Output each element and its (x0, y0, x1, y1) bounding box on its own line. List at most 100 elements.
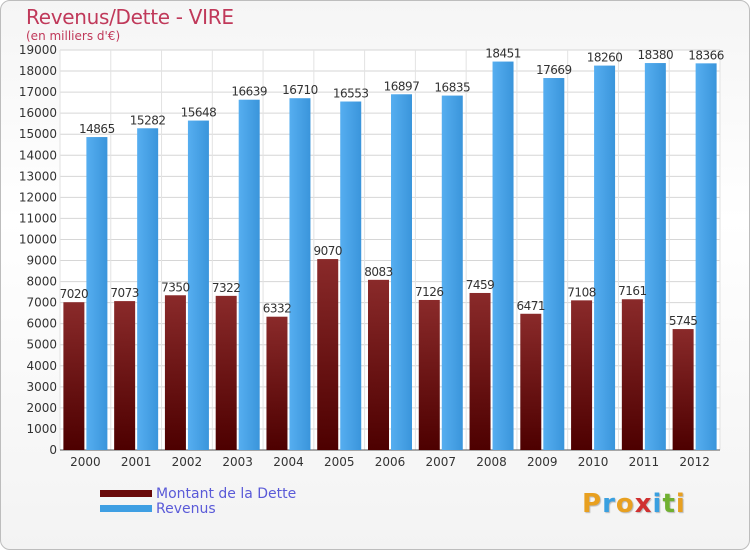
legend-item-revenus: Revenus (100, 501, 296, 516)
y-tick-label: 10000 (19, 232, 57, 246)
data-label-revenus: 18260 (587, 51, 623, 65)
x-tick-label: 2011 (629, 455, 660, 469)
bar-dette (520, 313, 542, 450)
bar-revenus (289, 98, 311, 451)
y-tick-label: 7000 (26, 296, 57, 310)
x-tick-label: 2005 (324, 455, 355, 469)
data-label-revenus: 15282 (130, 113, 166, 127)
data-label-dette: 7322 (212, 281, 241, 295)
data-label-dette: 8083 (364, 265, 393, 279)
x-tick-label: 2009 (527, 455, 558, 469)
bar-revenus (86, 137, 108, 451)
y-tick-label: 11000 (19, 211, 57, 225)
y-tick-label: 4000 (26, 359, 57, 373)
data-label-dette: 7108 (567, 285, 596, 299)
logo-letter: o (615, 489, 635, 519)
proxiti-logo: Proxiti (582, 489, 686, 519)
data-label-revenus: 18380 (638, 48, 674, 62)
bar-dette (114, 301, 136, 450)
data-label-revenus: 14865 (79, 122, 115, 136)
legend-label-revenus: Revenus (156, 500, 216, 517)
logo-letter: r (602, 489, 616, 519)
x-tick-label: 2000 (70, 455, 101, 469)
legend-swatch-debt (100, 490, 152, 497)
bar-revenus (441, 95, 463, 450)
x-tick-label: 2006 (375, 455, 406, 469)
y-tick-label: 19000 (19, 43, 57, 57)
bar-revenus (340, 101, 362, 450)
bar-revenus (594, 65, 616, 450)
y-tick-label: 17000 (19, 85, 57, 99)
y-tick-label: 5000 (26, 338, 57, 352)
bar-revenus (543, 78, 565, 450)
bar-dette (164, 295, 186, 450)
bar-revenus (238, 99, 260, 450)
x-tick-label: 2001 (121, 455, 152, 469)
bar-dette (368, 279, 389, 450)
y-tick-label: 12000 (19, 190, 57, 204)
y-tick-label: 2000 (26, 401, 57, 415)
data-label-dette: 7459 (466, 278, 495, 292)
plot-area (60, 50, 720, 450)
bar-revenus (492, 61, 514, 451)
logo-letter: P (582, 489, 603, 519)
legend-label-debt: Montant de la Dette (156, 485, 297, 502)
data-label-dette: 9070 (313, 244, 342, 258)
x-tick-label: 2003 (222, 455, 253, 469)
logo-letter: t (662, 489, 676, 519)
bar-dette (672, 329, 694, 450)
data-label-revenus: 16835 (434, 81, 470, 95)
bar-dette (266, 316, 288, 450)
data-label-dette: 7073 (110, 286, 139, 300)
bar-revenus (187, 120, 209, 450)
bar-revenus (695, 63, 717, 450)
x-tick-label: 2004 (273, 455, 304, 469)
y-tick-label: 16000 (19, 106, 57, 120)
data-label-revenus: 17669 (536, 63, 572, 77)
y-tick-label: 14000 (19, 148, 57, 162)
bar-dette (571, 300, 593, 450)
data-label-dette: 7020 (60, 287, 89, 301)
bar-dette (215, 295, 237, 450)
data-label-revenus: 16639 (231, 85, 267, 99)
data-label-dette: 7126 (415, 285, 444, 299)
y-tick-label: 18000 (19, 64, 57, 78)
bar-dette (63, 302, 85, 450)
legend-item-debt: Montant de la Dette (100, 486, 296, 501)
y-tick-label: 9000 (26, 254, 57, 268)
y-tick-label: 15000 (19, 127, 57, 141)
logo-letter: x (634, 489, 653, 519)
data-label-revenus: 15648 (181, 106, 217, 120)
data-label-revenus: 18451 (485, 47, 521, 61)
x-tick-label: 2002 (172, 455, 203, 469)
y-tick-label: 1000 (26, 422, 57, 436)
data-label-revenus: 16710 (282, 83, 318, 97)
legend: Montant de la Dette Revenus (100, 486, 296, 516)
bar-dette (317, 259, 339, 450)
x-tick-label: 2007 (425, 455, 456, 469)
data-label-dette: 7350 (161, 280, 190, 294)
logo-letter: i (675, 489, 686, 519)
bar-dette (621, 299, 643, 450)
data-label-dette: 7161 (618, 284, 647, 298)
legend-swatch-revenus (100, 505, 152, 512)
bar-revenus (644, 63, 666, 450)
bar-dette (418, 299, 440, 450)
x-tick-label: 2010 (578, 455, 609, 469)
y-tick-label: 13000 (19, 169, 57, 183)
y-tick-label: 3000 (26, 380, 57, 394)
data-label-dette: 6471 (517, 299, 546, 313)
data-label-dette: 5745 (669, 314, 698, 328)
bar-revenus (391, 94, 412, 450)
bar-revenus (137, 128, 159, 450)
data-label-revenus: 18366 (688, 48, 724, 62)
chart-subtitle: (en milliers d'€) (26, 29, 121, 43)
data-label-revenus: 16553 (333, 87, 369, 101)
data-label-dette: 6332 (263, 302, 292, 316)
logo-letter: i (652, 489, 663, 519)
y-tick-label: 8000 (26, 275, 57, 289)
chart-title: Revenus/Dette - VIRE (26, 5, 234, 29)
x-tick-label: 2012 (679, 455, 710, 469)
x-tick-label: 2008 (476, 455, 507, 469)
